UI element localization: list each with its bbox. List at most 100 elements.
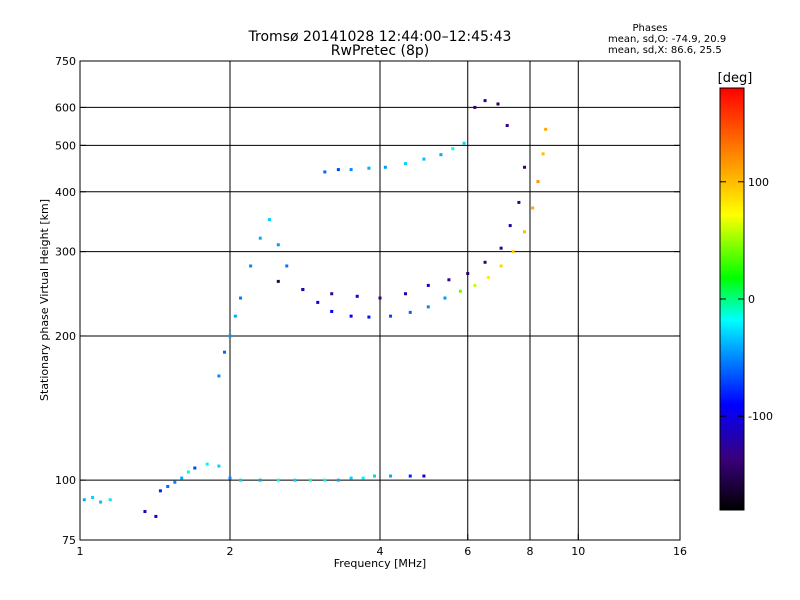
gridlines: [80, 61, 680, 540]
stats-line-o: mean, sd,O: -74.9, 20.9: [608, 34, 726, 45]
data-point: [383, 165, 387, 169]
y-tick-label: 300: [55, 246, 76, 259]
x-tick-label: 6: [464, 545, 471, 558]
data-point: [276, 478, 280, 482]
data-point: [523, 230, 527, 234]
data-point: [180, 476, 184, 480]
x-tick-label: 4: [377, 545, 384, 558]
colorbar-tick-label: 100: [748, 176, 769, 189]
chart-title: Tromsø 20141028 12:44:00–12:45:43: [248, 29, 512, 45]
data-point: [267, 218, 271, 222]
y-tick-label: 750: [55, 55, 76, 68]
data-point: [173, 480, 177, 484]
data-point: [408, 310, 412, 314]
data-point: [541, 152, 545, 156]
data-point: [466, 272, 470, 276]
data-point: [483, 99, 487, 103]
y-tick-label: 75: [62, 534, 76, 547]
data-point: [158, 489, 162, 493]
data-point: [403, 162, 407, 166]
stats-title: Phases: [632, 23, 667, 34]
data-point: [349, 168, 353, 172]
colorbar-label: [deg]: [718, 71, 753, 86]
data-point: [408, 474, 412, 478]
data-point: [373, 474, 377, 478]
y-tick-label: 400: [55, 186, 76, 199]
x-axis-label: Frequency [MHz]: [334, 557, 426, 570]
data-point: [473, 283, 477, 287]
data-point: [349, 314, 353, 318]
data-point: [108, 498, 112, 502]
data-point: [451, 147, 455, 151]
data-point: [499, 264, 503, 268]
data-point: [486, 275, 490, 279]
data-point: [426, 305, 430, 309]
data-point: [99, 500, 103, 504]
y-tick-label: 600: [55, 101, 76, 114]
data-point: [217, 464, 221, 468]
colorbar-tick-label: 0: [748, 293, 755, 306]
y-axis-label: Stationary phase Virtual Height [km]: [38, 199, 51, 401]
data-point: [544, 127, 548, 131]
axis-ticks: 1 2 4 6 8 10 16 75 100 200 300 400 500 600 750: [55, 55, 687, 558]
data-point: [517, 200, 521, 204]
data-point: [258, 478, 262, 482]
data-point: [186, 470, 190, 474]
data-point: [523, 165, 527, 169]
data-point: [422, 157, 426, 161]
data-point: [378, 296, 382, 300]
x-tick-label: 2: [227, 545, 234, 558]
data-point: [285, 264, 289, 268]
y-tick-label: 200: [55, 330, 76, 343]
data-point: [308, 478, 312, 482]
data-point: [508, 224, 512, 228]
data-point: [511, 250, 515, 254]
data-point: [361, 476, 365, 480]
chart-subtitle: RwPretec (8p): [331, 43, 429, 59]
data-point: [426, 283, 430, 287]
data-point: [239, 296, 243, 300]
data-point: [323, 170, 327, 174]
data-point: [316, 300, 320, 304]
data-point: [91, 495, 95, 499]
data-point: [458, 289, 462, 293]
y-tick-label: 100: [55, 474, 76, 487]
data-point: [154, 514, 158, 518]
data-point: [223, 350, 227, 354]
data-point: [293, 478, 297, 482]
data-point: [422, 474, 426, 478]
data-point: [143, 510, 147, 514]
data-point: [483, 260, 487, 264]
data-point: [439, 153, 443, 157]
data-point: [301, 288, 305, 292]
data-point: [336, 168, 340, 172]
data-point: [447, 278, 451, 282]
data-point: [496, 102, 500, 106]
data-point: [336, 478, 340, 482]
data-point: [82, 498, 86, 502]
data-point: [205, 462, 209, 466]
data-point: [330, 292, 334, 296]
data-point: [389, 474, 393, 478]
data-point: [276, 279, 280, 283]
data-point: [166, 484, 170, 488]
data-point: [473, 105, 477, 109]
data-point: [349, 476, 353, 480]
data-point: [228, 476, 232, 480]
colorbar-tick-label: -100: [748, 410, 773, 423]
data-point: [233, 314, 237, 318]
data-point: [258, 236, 262, 240]
data-point: [323, 478, 327, 482]
data-point: [499, 246, 503, 250]
data-point: [389, 314, 393, 318]
data-point: [367, 166, 371, 170]
data-point: [276, 243, 280, 247]
data-point: [443, 296, 447, 300]
x-tick-label: 1: [77, 545, 84, 558]
data-points: [82, 99, 548, 518]
y-tick-label: 500: [55, 139, 76, 152]
data-point: [330, 309, 334, 313]
data-point: [249, 264, 253, 268]
x-tick-label: 16: [673, 545, 687, 558]
